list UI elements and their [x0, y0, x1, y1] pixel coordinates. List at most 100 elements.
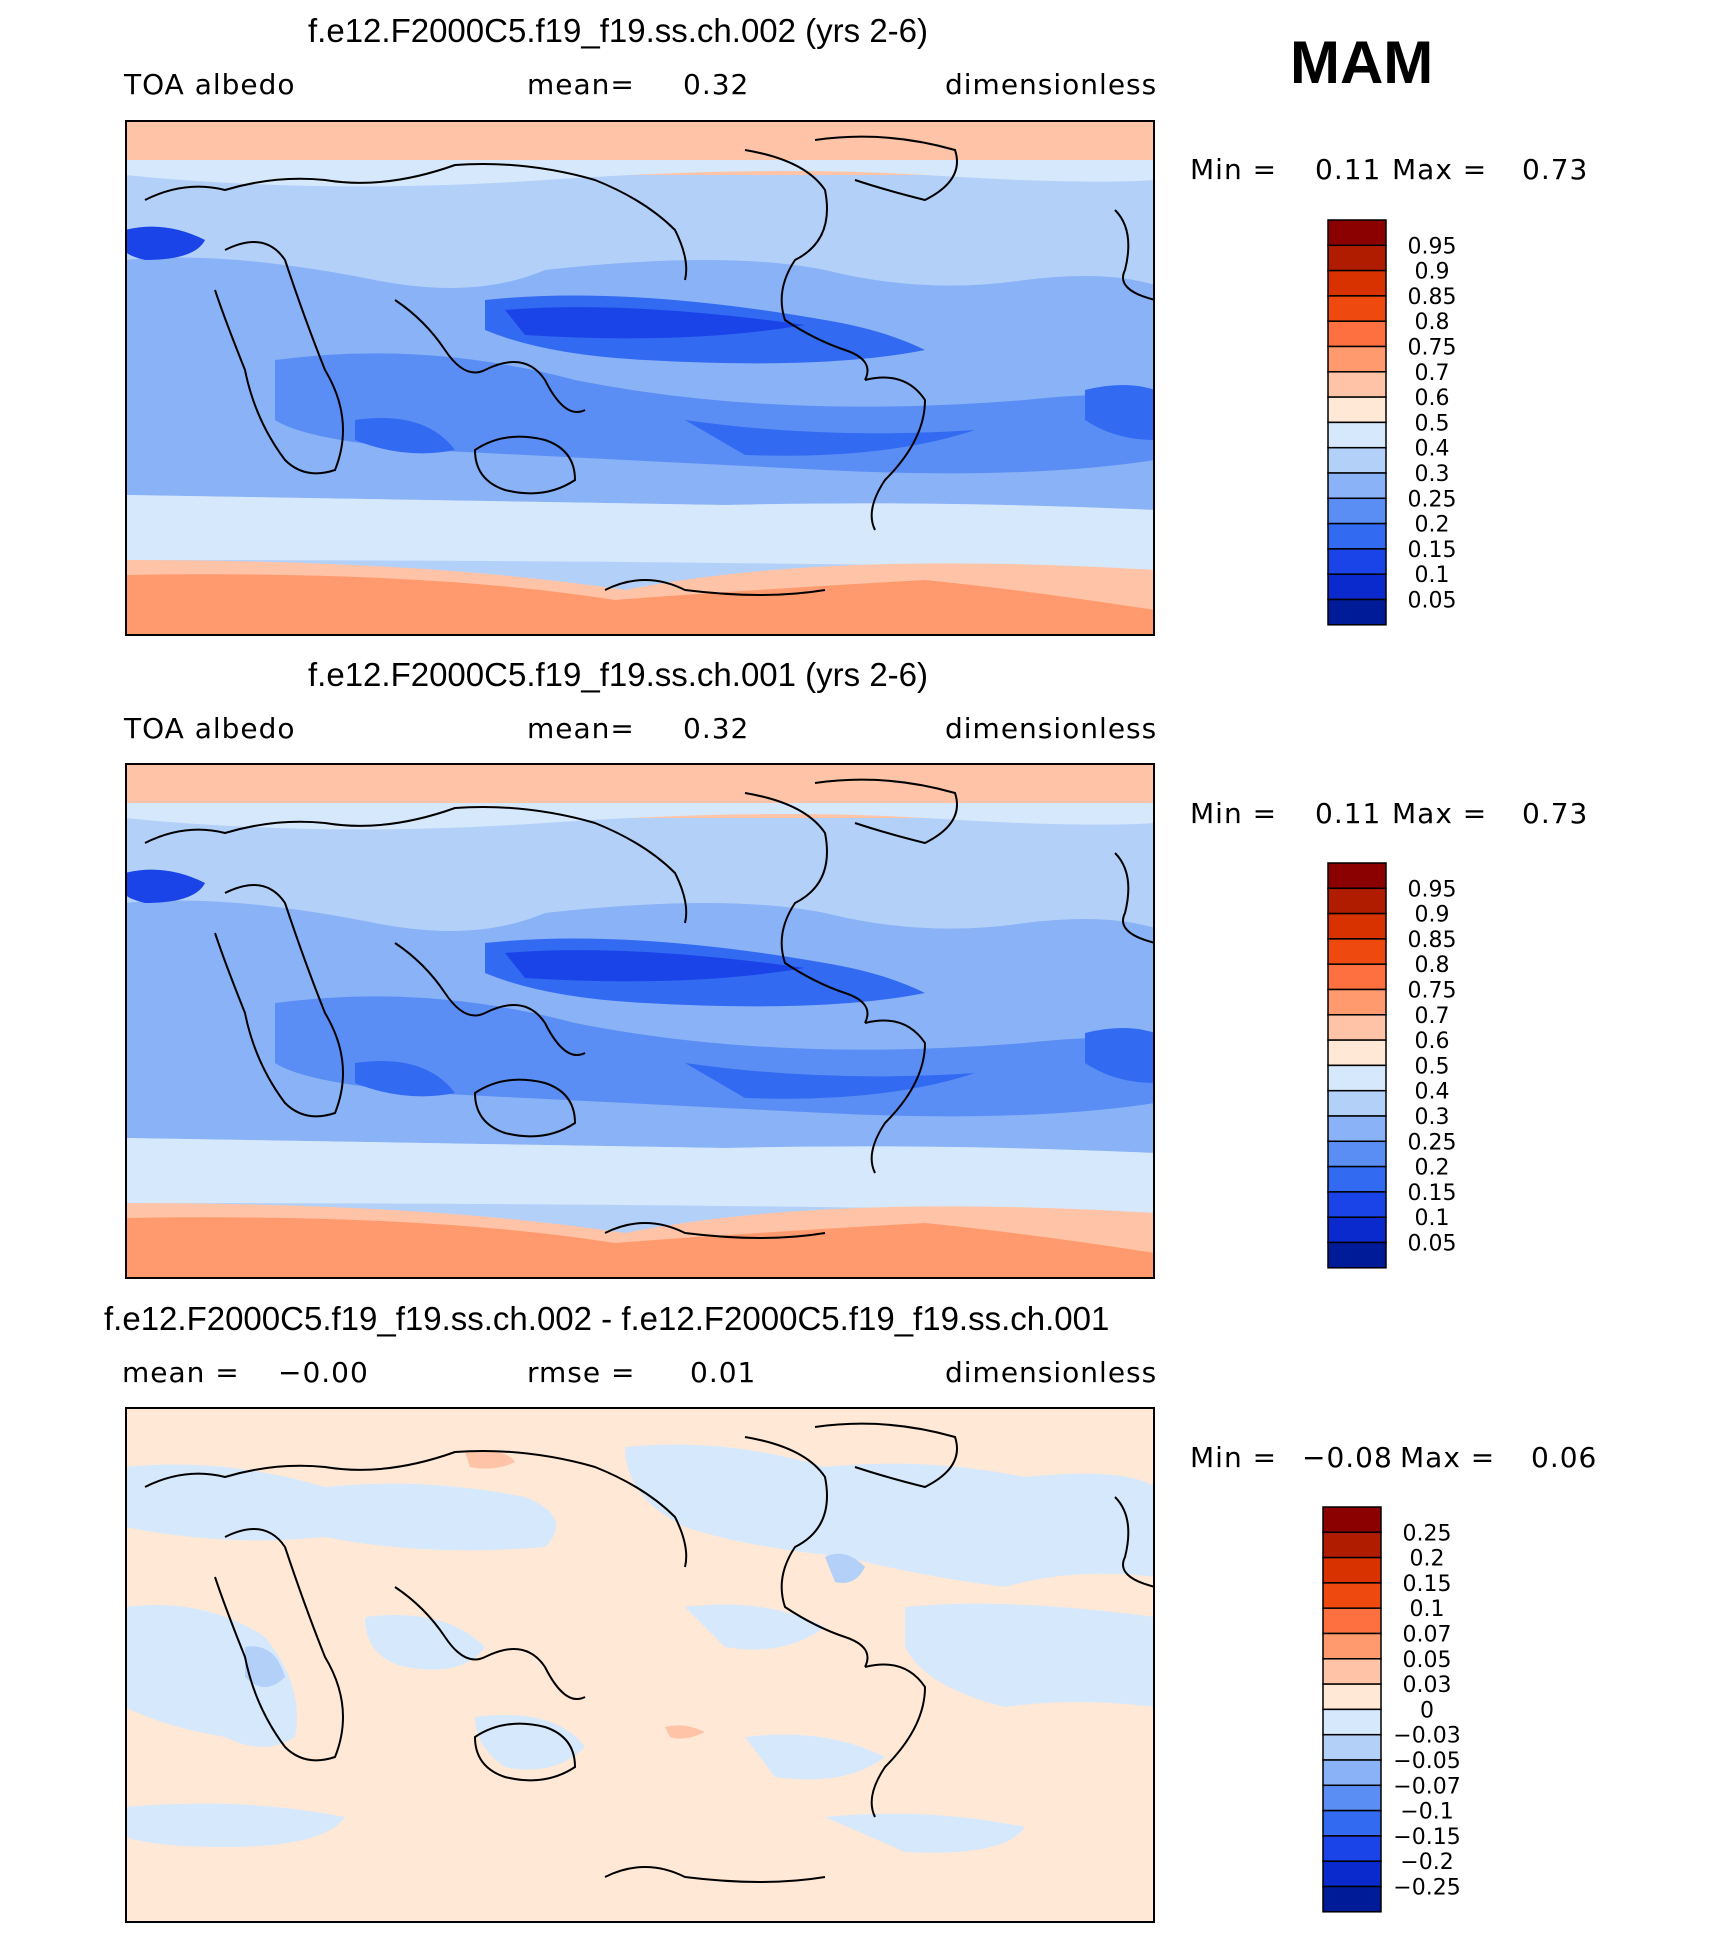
panel-2-min-value: 0.11	[1315, 797, 1382, 830]
colorbar-box	[1327, 295, 1387, 322]
colorbar-box	[1322, 1632, 1382, 1660]
colorbar-box	[1322, 1582, 1382, 1609]
colorbar-box	[1322, 1835, 1382, 1862]
colorbar-box	[1322, 1708, 1382, 1736]
panel-3-colorbar-boxes	[1322, 1506, 1382, 1913]
panel-2-colorbar: 0.950.90.850.80.750.70.60.50.40.30.250.2…	[1327, 862, 1457, 1269]
colorbar-box	[1327, 421, 1387, 449]
colorbar-box	[1327, 938, 1387, 965]
colorbar-label: −0.07	[1393, 1774, 1460, 1799]
colorbar-label: 0.85	[1408, 285, 1457, 310]
panel-3-colorbar: 0.250.20.150.10.070.050.030−0.03−0.05−0.…	[1322, 1506, 1461, 1913]
colorbar-box	[1322, 1658, 1382, 1685]
panel-1-colorbar: 0.950.90.850.80.750.70.60.50.40.30.250.2…	[1327, 219, 1457, 626]
panel-2-min-label: Min =	[1190, 797, 1278, 830]
colorbar-label: 0.3	[1415, 1105, 1450, 1130]
colorbar-label: 0	[1420, 1698, 1434, 1723]
panel-3-mean-label: mean =	[122, 1356, 240, 1389]
colorbar-label: −0.2	[1400, 1850, 1453, 1875]
colorbar-label: 0.4	[1415, 1080, 1450, 1105]
colorbar-label: 0.3	[1415, 462, 1450, 487]
colorbar-label: 0.2	[1410, 1547, 1445, 1572]
colorbar-box	[1327, 446, 1387, 474]
colorbar-box	[1322, 1885, 1382, 1913]
colorbar-label: 0.25	[1408, 487, 1457, 512]
panel-1-variable-label: TOA albedo	[124, 68, 296, 101]
colorbar-box	[1327, 988, 1387, 1016]
colorbar-box	[1327, 1064, 1387, 1092]
panel-1-mean-label: mean=	[527, 68, 635, 101]
colorbar-box	[1327, 522, 1387, 550]
colorbar-box	[1327, 1140, 1387, 1168]
colorbar-label: −0.25	[1393, 1876, 1460, 1901]
colorbar-box	[1322, 1759, 1382, 1787]
colorbar-box	[1327, 887, 1387, 915]
panel-2-units: dimensionless	[945, 712, 1158, 745]
colorbar-box	[1322, 1784, 1382, 1812]
colorbar-box	[1322, 1860, 1382, 1888]
panel-3-colorbar-labels: 0.250.20.150.10.070.050.030−0.03−0.05−0.…	[1393, 1521, 1460, 1900]
colorbar-box	[1327, 1241, 1387, 1269]
colorbar-label: 0.15	[1403, 1572, 1452, 1597]
colorbar-label: 0.9	[1415, 260, 1450, 285]
colorbar-box	[1327, 573, 1387, 601]
colorbar-label: 0.2	[1415, 513, 1450, 538]
colorbar-label: 0.75	[1408, 336, 1457, 361]
colorbar-label: 0.2	[1415, 1156, 1450, 1181]
colorbar-label: −0.15	[1393, 1825, 1460, 1850]
panel-2-mean-value: 0.32	[683, 712, 750, 745]
colorbar-box	[1327, 472, 1387, 500]
colorbar-label: 0.8	[1415, 310, 1450, 335]
colorbar-box	[1327, 244, 1387, 272]
colorbar-label: 0.5	[1415, 1054, 1450, 1079]
panel-3-map	[125, 1407, 1155, 1923]
panel-2-map	[125, 763, 1155, 1279]
panel-3-title: f.e12.F2000C5.f19_f19.ss.ch.002 - f.e12.…	[104, 1300, 1110, 1337]
colorbar-label: 0.1	[1415, 563, 1450, 588]
panel-2-colorbar-boxes	[1327, 862, 1387, 1269]
panel-1-map	[125, 120, 1155, 636]
colorbar-box	[1327, 1115, 1387, 1143]
colorbar-label: −0.05	[1393, 1749, 1460, 1774]
panel-3-rmse-label: rmse =	[527, 1356, 636, 1389]
colorbar-box	[1322, 1556, 1382, 1584]
colorbar-box	[1327, 1191, 1387, 1218]
panel-1-min-label: Min =	[1190, 153, 1278, 186]
panel-1-max-value: 0.73	[1522, 153, 1589, 186]
colorbar-box	[1322, 1531, 1382, 1559]
colorbar-box	[1327, 1165, 1387, 1193]
panel-1-colorbar-boxes	[1327, 219, 1387, 626]
colorbar-label: 0.05	[1408, 589, 1457, 614]
season-label: MAM	[1290, 29, 1434, 96]
panel-2-colorbar-labels: 0.950.90.850.80.750.70.60.50.40.30.250.2…	[1408, 877, 1457, 1256]
colorbar-box	[1322, 1683, 1382, 1711]
panel-3-min-label: Min =	[1190, 1441, 1278, 1474]
colorbar-box	[1327, 1014, 1387, 1041]
colorbar-box	[1322, 1809, 1382, 1837]
colorbar-box	[1322, 1733, 1382, 1761]
colorbar-label: 0.03	[1403, 1673, 1452, 1698]
colorbar-label: 0.15	[1408, 538, 1457, 563]
panel-3-mean-value: −0.00	[278, 1356, 369, 1389]
panel-1-title: f.e12.F2000C5.f19_f19.ss.ch.002 (yrs 2-6…	[308, 12, 929, 49]
panel-3-max-label: Max =	[1400, 1441, 1496, 1474]
colorbar-label: 0.7	[1415, 361, 1450, 386]
colorbar-box	[1327, 963, 1387, 991]
panel-1-min-value: 0.11	[1315, 153, 1382, 186]
panel-2-max-label: Max =	[1392, 797, 1488, 830]
colorbar-label: 0.1	[1415, 1206, 1450, 1231]
colorbar-label: 0.8	[1415, 953, 1450, 978]
colorbar-label: 0.15	[1408, 1181, 1457, 1206]
colorbar-label: 0.7	[1415, 1004, 1450, 1029]
colorbar-label: 0.95	[1408, 234, 1457, 259]
colorbar-label: −0.1	[1400, 1800, 1453, 1825]
colorbar-label: 0.07	[1403, 1623, 1452, 1648]
colorbar-box	[1327, 862, 1387, 890]
panel-1-mean-value: 0.32	[683, 68, 750, 101]
colorbar-label: 0.6	[1415, 1029, 1450, 1054]
colorbar-box	[1322, 1506, 1382, 1534]
colorbar-label: 0.05	[1403, 1648, 1452, 1673]
panel-2-mean-label: mean=	[527, 712, 635, 745]
panel-2-title: f.e12.F2000C5.f19_f19.ss.ch.001 (yrs 2-6…	[308, 656, 929, 693]
colorbar-box	[1327, 269, 1387, 297]
